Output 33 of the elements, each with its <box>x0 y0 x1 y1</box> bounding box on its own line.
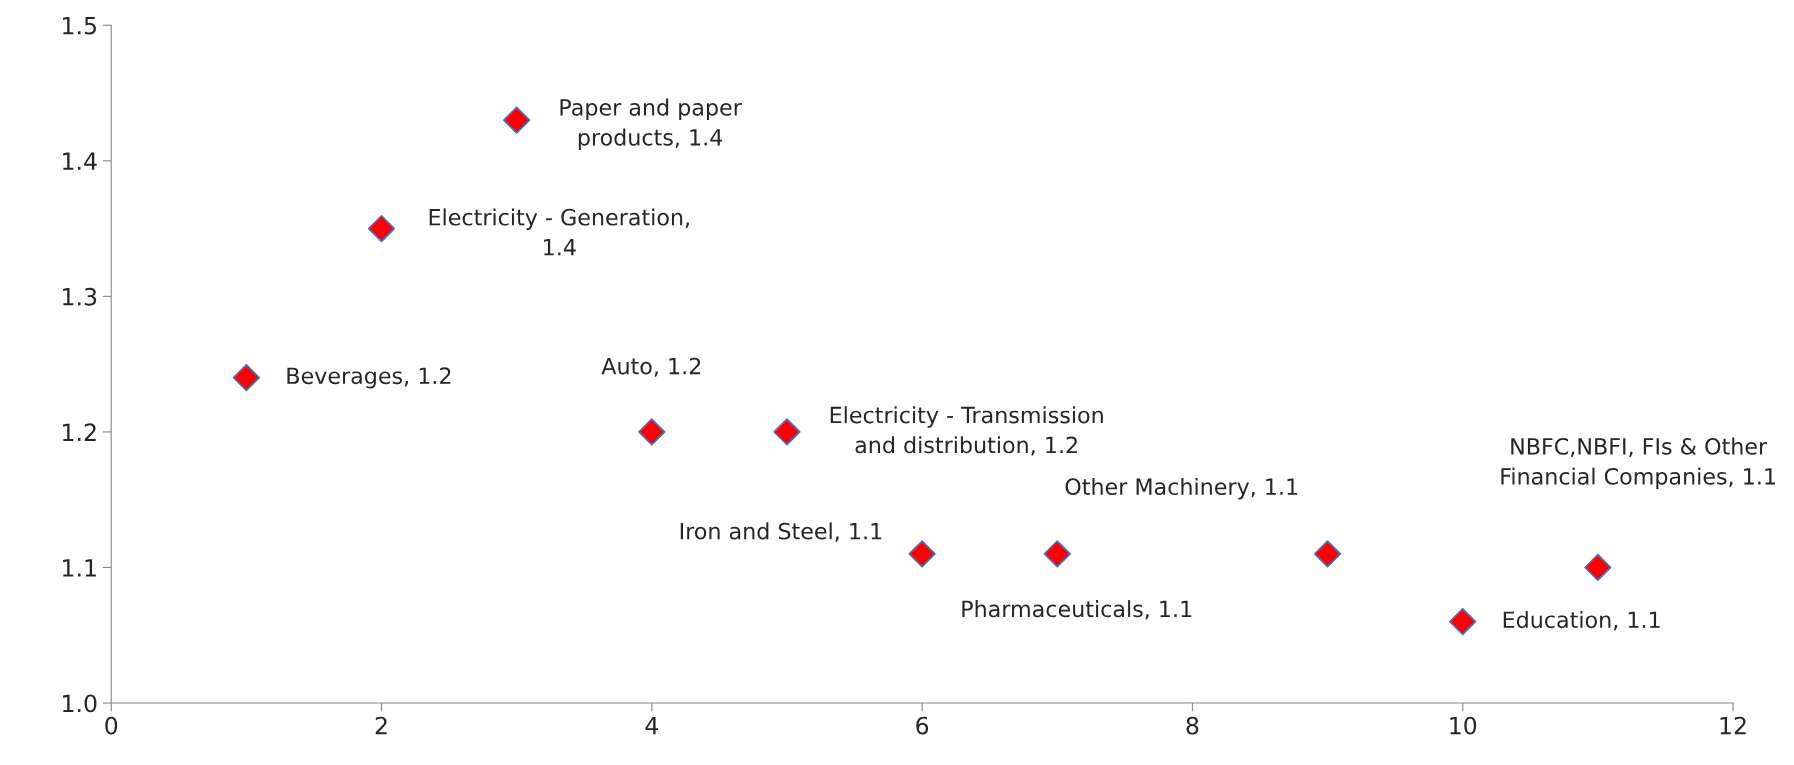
y-tick-label: 1.2 <box>63 423 96 441</box>
x-tick-label: 0 <box>105 716 118 735</box>
point <box>1449 608 1477 636</box>
x-tick-label: 4 <box>645 716 659 735</box>
data-label: Education, 1.1 <box>1503 610 1660 631</box>
data-label: Beverages, 1.2 <box>287 367 451 389</box>
y-tick-label: 1.3 <box>63 287 97 306</box>
x-tick-label: 8 <box>1186 716 1199 735</box>
data-label: Other Machinery, 1.1 <box>1065 477 1298 500</box>
point <box>1584 553 1612 582</box>
point <box>773 418 801 446</box>
x-tick-label: 6 <box>916 716 929 735</box>
point <box>1043 540 1071 568</box>
data-label: Electricity - Generation, 1.4 <box>429 208 689 256</box>
data-label: Iron and Steel, 1.1 <box>680 522 882 542</box>
data-label: Auto, 1.2 <box>601 357 701 377</box>
point <box>908 540 936 568</box>
point <box>232 364 261 392</box>
point <box>367 214 396 243</box>
x-tick-label: 12 <box>1720 716 1746 735</box>
y-tick-label: 1.4 <box>63 152 97 170</box>
x-tick-label: 10 <box>1450 716 1477 735</box>
data-label: NBFC,NBFI, FIs & Other Financial Companies, 1.1 <box>1501 437 1775 490</box>
point <box>503 106 531 134</box>
data-label: Pharmaceuticals, 1.1 <box>962 600 1192 620</box>
y-tick-label: 1.0 <box>63 694 97 713</box>
point <box>638 418 666 446</box>
x-tick-label: 2 <box>375 716 387 735</box>
point <box>1313 540 1342 568</box>
y-tick-label: 1.1 <box>63 559 96 577</box>
data-label: Paper and paper products, 1.4 <box>560 98 742 151</box>
y-tick-label: 1.5 <box>63 17 96 35</box>
data-label: Electricity - Transmission and distribution, 1.2 <box>830 406 1103 456</box>
